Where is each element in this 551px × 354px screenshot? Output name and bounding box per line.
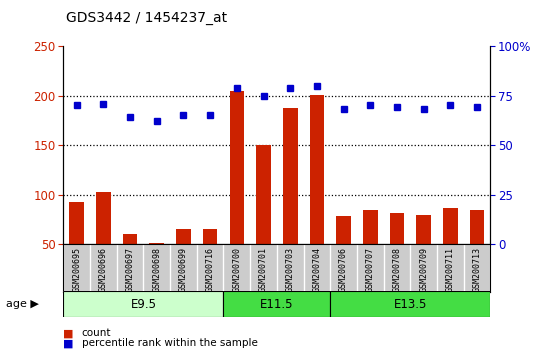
Text: E9.5: E9.5 — [131, 298, 156, 310]
Text: GSM200711: GSM200711 — [446, 247, 455, 292]
Text: GSM200697: GSM200697 — [126, 247, 134, 292]
Bar — [330, 291, 490, 317]
Text: ■: ■ — [63, 329, 74, 338]
Bar — [443, 207, 458, 244]
Bar — [224, 291, 330, 317]
Bar — [469, 210, 484, 244]
Bar — [310, 95, 324, 244]
Text: age ▶: age ▶ — [6, 299, 39, 309]
Text: GSM200695: GSM200695 — [72, 247, 81, 292]
Text: GSM200703: GSM200703 — [286, 247, 295, 292]
Bar — [283, 108, 298, 244]
Text: E11.5: E11.5 — [260, 298, 294, 310]
Text: E13.5: E13.5 — [393, 298, 427, 310]
Text: GSM200713: GSM200713 — [473, 247, 482, 292]
Text: GSM200700: GSM200700 — [233, 247, 241, 292]
Bar — [123, 234, 137, 244]
Text: GSM200707: GSM200707 — [366, 247, 375, 292]
Text: GDS3442 / 1454237_at: GDS3442 / 1454237_at — [66, 11, 227, 25]
Bar — [96, 192, 111, 244]
Text: GSM200706: GSM200706 — [339, 247, 348, 292]
Text: count: count — [82, 329, 111, 338]
Text: GSM200709: GSM200709 — [419, 247, 428, 292]
Text: ■: ■ — [63, 338, 74, 348]
Bar — [69, 202, 84, 244]
Bar — [230, 91, 244, 244]
Text: GSM200701: GSM200701 — [259, 247, 268, 292]
Bar — [63, 291, 224, 317]
Text: GSM200698: GSM200698 — [152, 247, 161, 292]
Bar — [390, 212, 404, 244]
Bar — [149, 243, 164, 244]
Bar — [203, 229, 218, 244]
Bar — [417, 215, 431, 244]
Text: GSM200716: GSM200716 — [206, 247, 215, 292]
Text: GSM200704: GSM200704 — [312, 247, 321, 292]
Text: percentile rank within the sample: percentile rank within the sample — [82, 338, 257, 348]
Bar — [363, 210, 377, 244]
Bar — [176, 229, 191, 244]
Text: GSM200696: GSM200696 — [99, 247, 108, 292]
Bar — [256, 145, 271, 244]
Text: GSM200699: GSM200699 — [179, 247, 188, 292]
Text: GSM200708: GSM200708 — [392, 247, 402, 292]
Bar — [336, 216, 351, 244]
